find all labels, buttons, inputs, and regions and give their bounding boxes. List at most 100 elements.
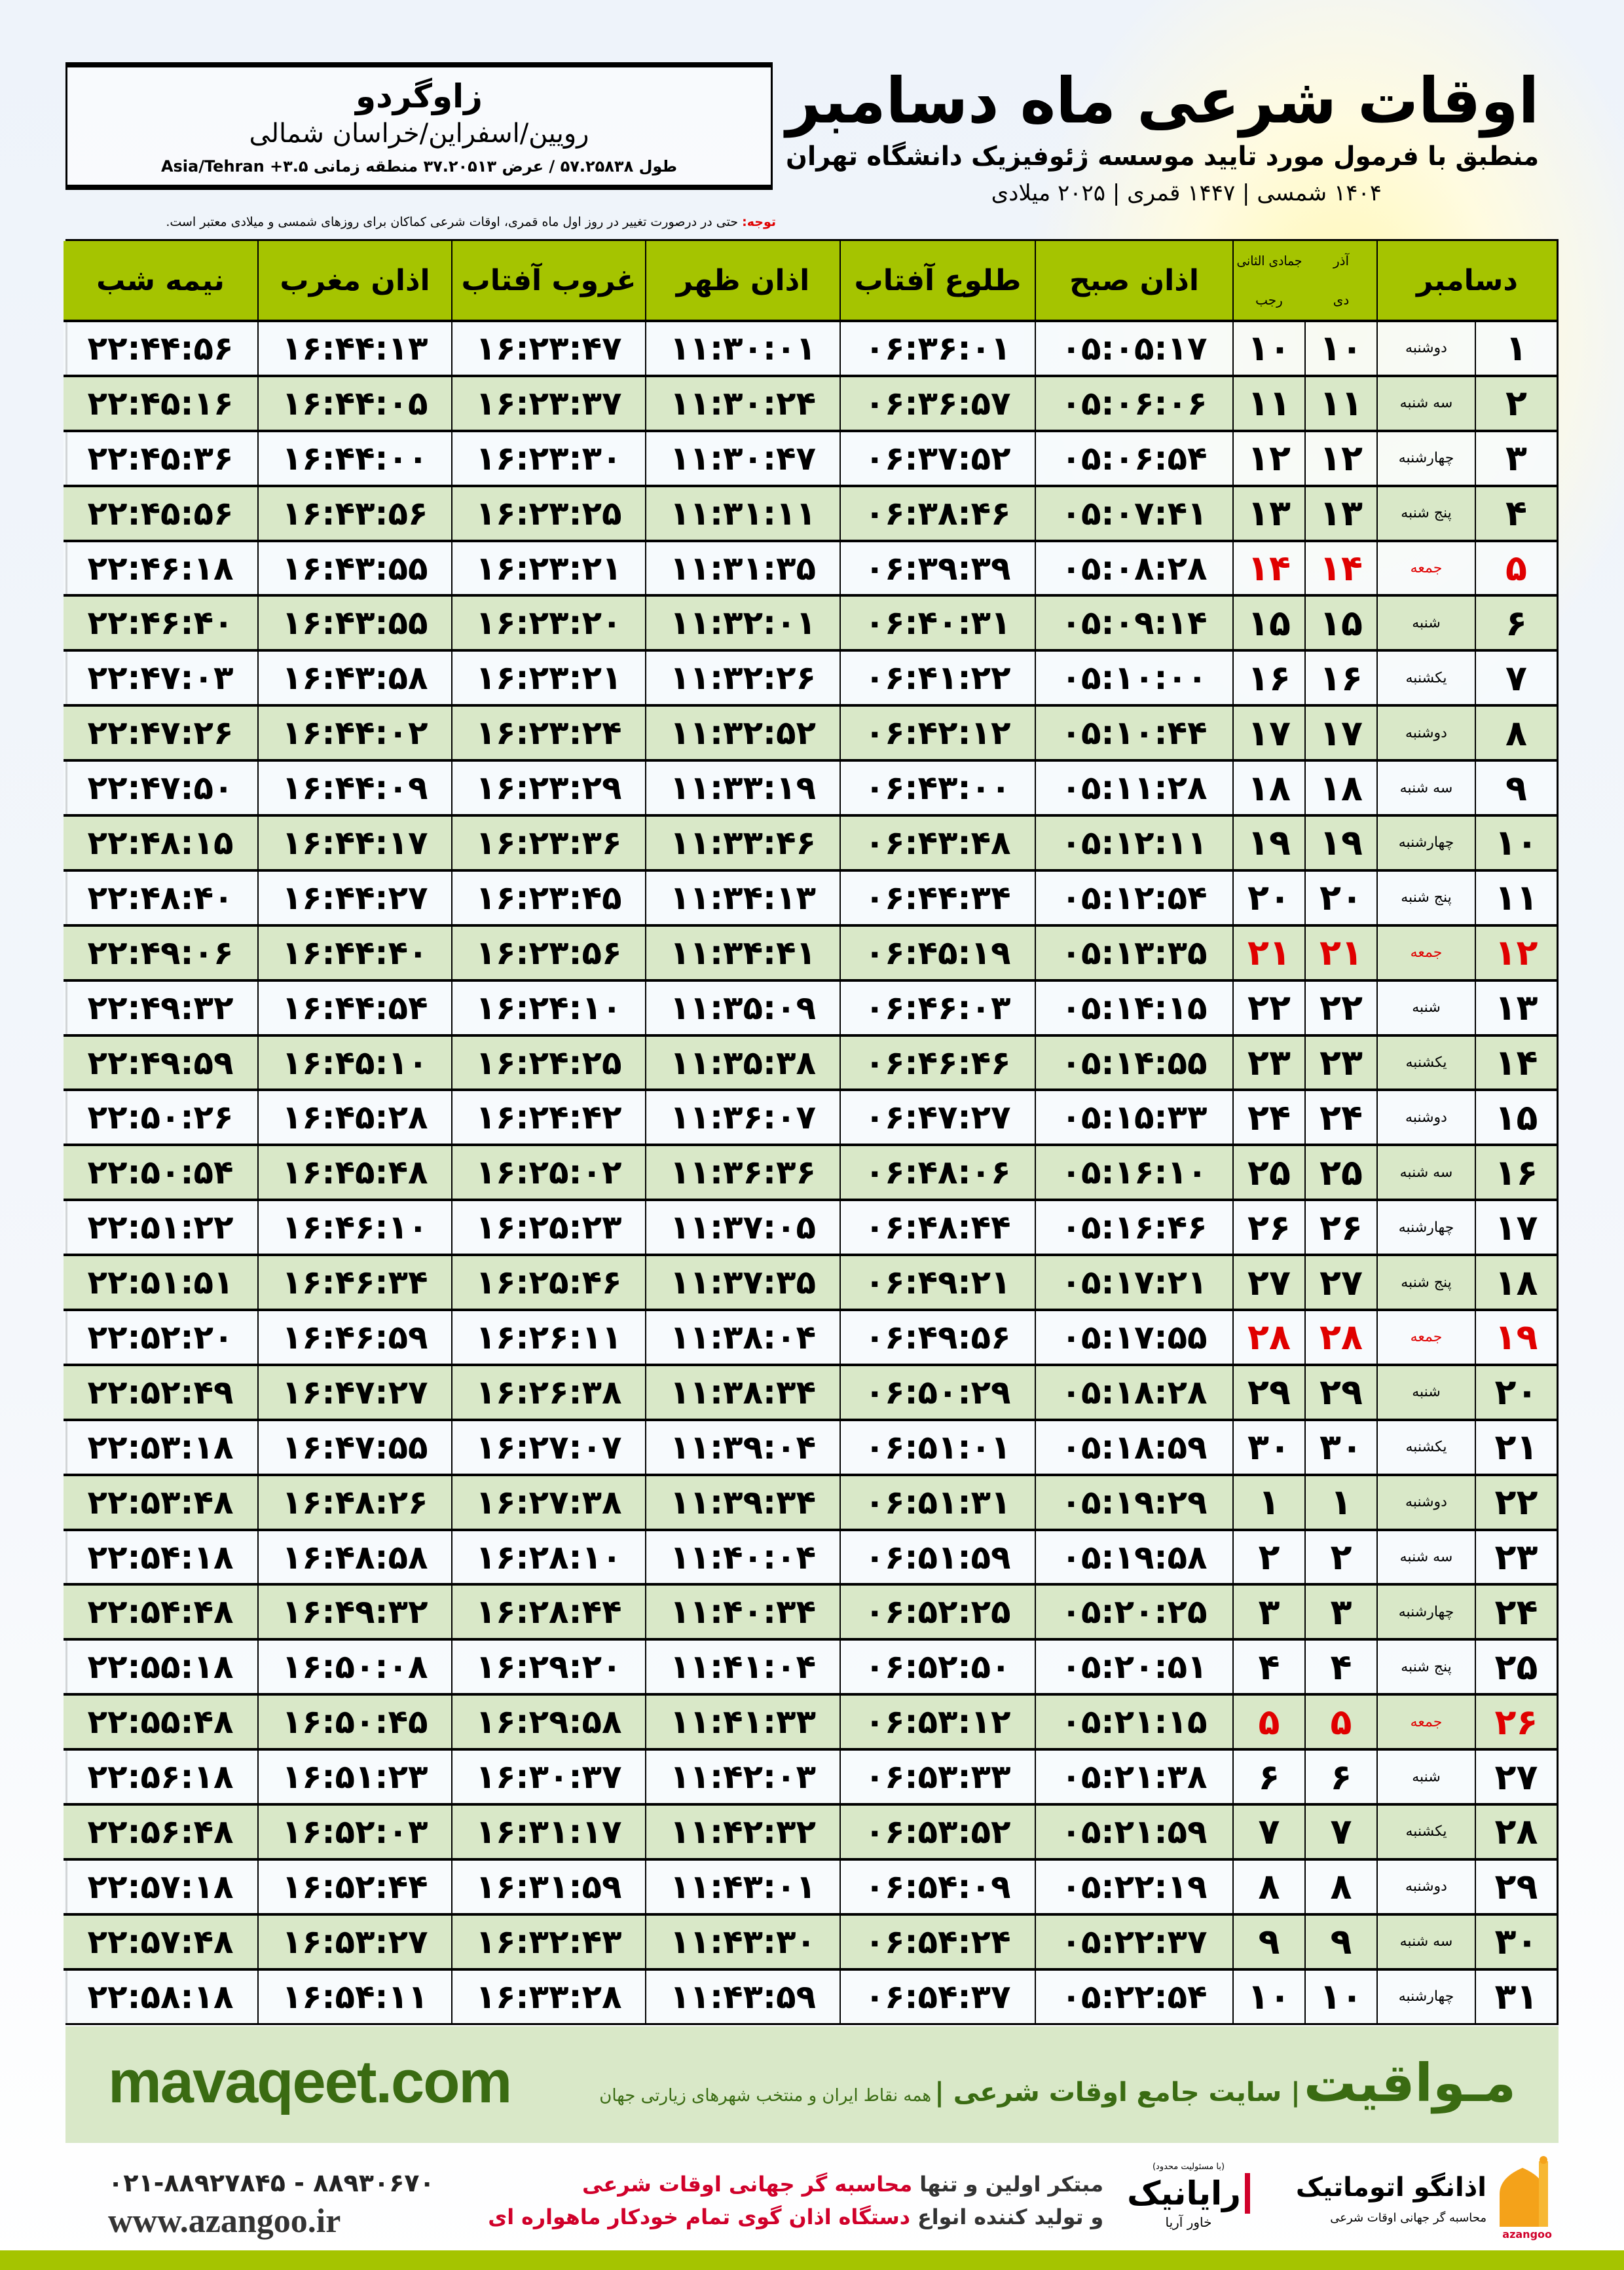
dhuhr-time: ۱۱:۳۶:۰۷ <box>669 1098 817 1137</box>
sunset-time: ۱۶:۲۴:۲۵ <box>475 1043 622 1082</box>
qamari-date-cell: ۱۹ <box>1232 814 1304 869</box>
qamari-date: ۲۴ <box>1247 1096 1291 1138</box>
sunset-time: ۱۶:۳۱:۵۹ <box>475 1867 622 1906</box>
qamari-date: ۲۰ <box>1247 877 1291 919</box>
day-number-cell: ۶ <box>1475 594 1557 650</box>
note-text: حتی در درصورت تغییر در روز اول ماه قمری،… <box>166 215 743 229</box>
dhuhr-time-cell: ۱۱:۳۶:۰۷ <box>645 1088 840 1144</box>
dhuhr-time-cell: ۱۱:۳۱:۳۵ <box>645 539 840 595</box>
midnight-time: ۲۲:۵۲:۲۰ <box>87 1318 234 1356</box>
maghrib-time: ۱۶:۴۵:۴۸ <box>282 1153 428 1192</box>
shamsi-date-cell: ۱۹ <box>1304 814 1376 869</box>
dhuhr-time-cell: ۱۱:۳۳:۱۹ <box>645 759 840 815</box>
weekday: شنبه <box>1412 1384 1441 1401</box>
shamsi-date: ۴ <box>1330 1646 1352 1688</box>
maghrib-time-cell: ۱۶:۴۷:۲۷ <box>257 1363 451 1419</box>
shamsi-date: ۲ <box>1330 1536 1352 1578</box>
azangoo-link[interactable]: www.azangoo.ir <box>108 2203 341 2240</box>
weekday: سه شنبه <box>1399 779 1453 796</box>
shamsi-date-cell: ۲۱ <box>1304 923 1376 979</box>
sunrise-time-cell: ۰۶:۴۹:۲۱ <box>840 1254 1035 1309</box>
day-number: ۲۳ <box>1494 1536 1538 1578</box>
qamari-date-cell: ۲۰ <box>1232 868 1304 924</box>
sunset-time: ۱۶:۲۹:۲۰ <box>475 1648 622 1686</box>
dhuhr-time-cell: ۱۱:۴۱:۳۳ <box>645 1693 840 1749</box>
midnight-time-cell: ۲۲:۴۷:۲۶ <box>64 704 257 760</box>
azangoo-name: اذانگو اتوماتیک <box>1295 2172 1486 2203</box>
maghrib-time: ۱۶:۵۲:۴۴ <box>282 1867 428 1906</box>
shamsi-date-cell: ۱۵ <box>1304 594 1376 650</box>
maghrib-time-cell: ۱۶:۵۰:۴۵ <box>257 1693 451 1749</box>
day-number: ۳۰ <box>1494 1921 1538 1963</box>
mosque-dome-icon <box>1500 2156 1548 2227</box>
qamari-date-cell: ۲۴ <box>1232 1088 1304 1144</box>
maghrib-time-cell: ۱۶:۴۳:۵۵ <box>257 539 451 595</box>
maghrib-time: ۱۶:۴۹:۳۲ <box>282 1593 428 1631</box>
dhuhr-time: ۱۱:۳۷:۰۵ <box>669 1208 817 1247</box>
day-number: ۲ <box>1505 382 1527 424</box>
slogan-line1-group: مبتکر اولین و تنها محاسبه گر جهانی اوقات… <box>582 2168 1103 2201</box>
shamsi-date: ۶ <box>1330 1756 1352 1798</box>
weekday-cell: شنبه <box>1376 1748 1475 1804</box>
dhuhr-time: ۱۱:۳۰:۴۷ <box>669 439 817 477</box>
qamari-date-cell: ۲۲ <box>1232 978 1304 1034</box>
day-number-cell: ۱۴ <box>1475 1033 1557 1089</box>
midnight-time: ۲۲:۴۸:۱۵ <box>87 823 234 862</box>
sunrise-time-cell: ۰۶:۴۹:۵۶ <box>840 1309 1035 1364</box>
slogan-line2-highlight: دستگاه اذان گوی تمام خودکار ماهواره ای <box>487 2205 910 2229</box>
sunrise-time-cell: ۰۶:۴۳:۴۸ <box>840 814 1035 869</box>
sunrise-time: ۰۶:۳۸:۴۶ <box>864 494 1011 532</box>
sunset-time: ۱۶:۲۳:۲۰ <box>475 604 622 642</box>
qamari-date-cell: ۱۳ <box>1232 484 1304 540</box>
shamsi-date: ۱۷ <box>1320 712 1363 754</box>
sunset-time: ۱۶:۲۴:۱۰ <box>475 988 622 1027</box>
dhuhr-time-cell: ۱۱:۴۲:۳۲ <box>645 1803 840 1858</box>
sunset-time-cell: ۱۶:۳۱:۱۷ <box>451 1803 645 1858</box>
weekday: جمعه <box>1410 560 1443 576</box>
qamari-date: ۴ <box>1258 1646 1280 1688</box>
sunset-time-cell: ۱۶:۲۳:۴۵ <box>451 868 645 924</box>
sunset-time: ۱۶:۲۶:۳۸ <box>475 1373 622 1411</box>
fajr-time: ۰۵:۱۱:۲۸ <box>1061 769 1208 808</box>
prayer-times-table: دسامبر آذر جمادی الثانی دی رجب اذان صبح … <box>64 239 1559 2025</box>
sunrise-time-cell: ۰۶:۵۲:۲۵ <box>840 1583 1035 1639</box>
day-number-cell: ۵ <box>1475 539 1557 595</box>
weekday: دوشنبه <box>1405 724 1447 741</box>
weekday-cell: شنبه <box>1376 594 1475 650</box>
maghrib-time: ۱۶:۴۴:۴۰ <box>282 933 428 972</box>
fajr-time-cell: ۰۵:۲۱:۵۹ <box>1035 1803 1232 1858</box>
dhuhr-time-cell: ۱۱:۴۱:۰۴ <box>645 1638 840 1694</box>
weekday: چهارشنبه <box>1398 1988 1454 2005</box>
qamari-date: ۲ <box>1258 1536 1280 1578</box>
shamsi-date-cell: ۱۰ <box>1304 320 1376 375</box>
sunrise-time: ۰۶:۳۷:۵۲ <box>864 439 1011 477</box>
qamari-date-cell: ۱۶ <box>1232 649 1304 705</box>
qamari-date: ۲۷ <box>1247 1261 1291 1303</box>
fajr-time-cell: ۰۵:۱۶:۱۰ <box>1035 1144 1232 1199</box>
qamari-date: ۱۹ <box>1247 822 1291 864</box>
weekday: چهارشنبه <box>1398 834 1454 851</box>
qamari-date: ۱۸ <box>1247 767 1291 809</box>
shamsi-date-cell: ۲ <box>1304 1528 1376 1584</box>
shamsi-date-cell: ۳۰ <box>1304 1418 1376 1474</box>
midnight-time-cell: ۲۲:۴۷:۰۳ <box>64 649 257 705</box>
dhuhr-time: ۱۱:۳۱:۱۱ <box>669 494 817 532</box>
slogan-line1-wrap: مبتکر اولین و تنها محاسبه گر جهانی اوقات… <box>488 2168 1103 2201</box>
maghrib-time-cell: ۱۶:۵۱:۲۳ <box>257 1748 451 1804</box>
midnight-time: ۲۲:۵۱:۲۲ <box>87 1208 234 1247</box>
fajr-time-cell: ۰۵:۱۰:۰۰ <box>1035 649 1232 705</box>
weekday-cell: دوشنبه <box>1376 1473 1475 1529</box>
dhuhr-time-cell: ۱۱:۳۲:۰۱ <box>645 594 840 650</box>
qamari-date-cell: ۴ <box>1232 1638 1304 1694</box>
sunset-time-cell: ۱۶:۲۳:۳۰ <box>451 429 645 485</box>
header-dhuhr: اذان ظهر <box>676 263 810 297</box>
day-number-cell: ۹ <box>1475 759 1557 815</box>
sunset-time-cell: ۱۶:۲۹:۵۸ <box>451 1693 645 1749</box>
maghrib-time: ۱۶:۴۶:۵۹ <box>282 1318 428 1356</box>
fajr-time-cell: ۰۵:۰۸:۲۸ <box>1035 539 1232 595</box>
sunrise-time-cell: ۰۶:۴۵:۱۹ <box>840 923 1035 979</box>
mavaqeet-link[interactable]: mavaqeet.com <box>108 2049 512 2115</box>
day-number-cell: ۲۳ <box>1475 1528 1557 1584</box>
qamari-date-cell: ۲ <box>1232 1528 1304 1584</box>
midnight-time-cell: ۲۲:۴۸:۴۰ <box>64 868 257 924</box>
